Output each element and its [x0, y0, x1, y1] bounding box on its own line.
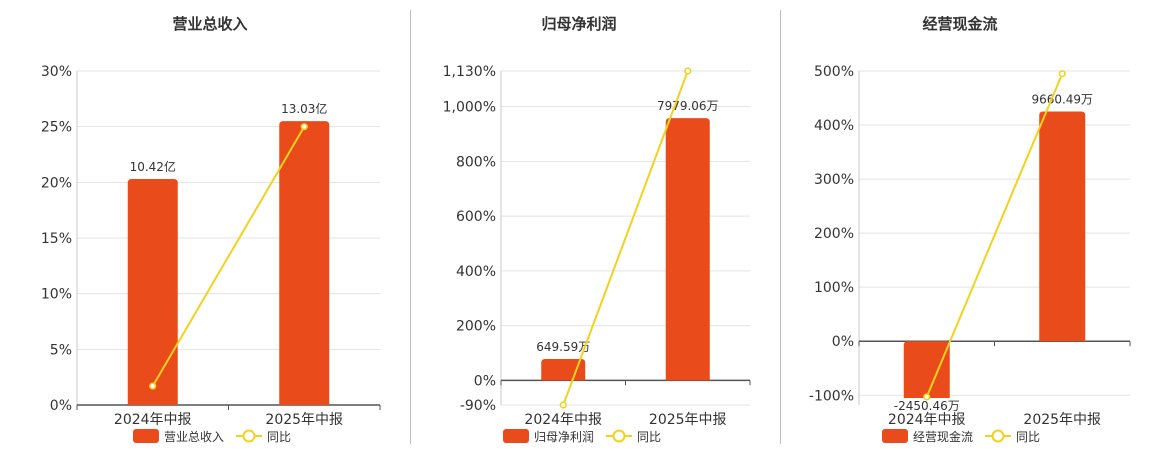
- y-tick-label: 200%: [814, 226, 854, 242]
- data-label: 649.59万: [536, 340, 590, 354]
- legend-bar-swatch: [503, 429, 529, 443]
- yoy-point-2: [300, 123, 308, 131]
- y-tick-label: 5%: [50, 342, 72, 358]
- yoy-line: [925, 73, 1064, 398]
- cash-flow-chart: 经营现金流 -100% 0% 100% 200% 300% 400% 500% -2450.46…: [809, 15, 1131, 444]
- yoy-point-1: [559, 401, 567, 409]
- y-tick-label: 400%: [456, 264, 496, 280]
- cash-flow-chart-title: 经营现金流: [922, 15, 997, 33]
- bar-2: [279, 121, 330, 405]
- legend-bar-label: 归母净利润: [534, 430, 594, 444]
- panel-divider: [410, 10, 411, 444]
- yoy-point-1: [149, 382, 157, 390]
- legend-bar-swatch: [133, 429, 159, 443]
- y-tick-label: 15%: [41, 231, 72, 247]
- x-tick-label: 2025年中报: [1023, 412, 1101, 428]
- net-profit-chart-panel: 归母净利润 -90% 0% 200% 400% 600% 800% 1,000% 1,130% 6…: [411, 0, 780, 450]
- y-tick-label: -90%: [460, 398, 496, 414]
- bar-1: [127, 178, 178, 405]
- x-tick-label: 2024年中报: [524, 412, 602, 428]
- x-tick-label: 2024年中报: [888, 412, 966, 428]
- legend-line-label: 同比: [1016, 430, 1040, 444]
- yoy-point-2: [684, 67, 692, 75]
- y-tick-label: 1,000%: [443, 100, 496, 116]
- yoy-line: [151, 126, 306, 387]
- x-tick-label: 2025年中报: [649, 412, 727, 428]
- data-label: -2450.46万: [894, 399, 960, 413]
- y-tick-label: 1,130%: [443, 64, 496, 80]
- revenue-chart-title: 营业总收入: [172, 15, 247, 33]
- y-tick-label: 200%: [456, 319, 496, 335]
- y-tick-label: 25%: [41, 120, 72, 136]
- y-tick-label: 600%: [456, 209, 496, 225]
- y-tick-label: 400%: [814, 118, 854, 134]
- panel-divider: [780, 10, 781, 444]
- yoy-point-1: [923, 393, 931, 401]
- legend-bar-swatch: [882, 429, 908, 443]
- legend-line-marker: [242, 429, 256, 443]
- yoy-line: [562, 70, 689, 406]
- y-tick-label: 20%: [41, 175, 72, 191]
- legend-line-label: 同比: [267, 430, 291, 444]
- y-tick-label: 0%: [832, 334, 854, 350]
- x-tick-label: 2024年中报: [114, 412, 192, 428]
- bar-1: [903, 341, 950, 398]
- y-tick-label: 300%: [814, 172, 854, 188]
- revenue-chart-panel: 营业总收入 0% 5% 10% 15% 20% 25% 30% 10.42亿 13.03亿 2024…: [0, 0, 410, 450]
- cash-flow-chart-panel: 经营现金流 -100% 0% 100% 200% 300% 400% 500% -2450.46…: [781, 0, 1160, 450]
- legend-line-marker: [991, 429, 1005, 443]
- data-label: 13.03亿: [281, 101, 327, 116]
- net-profit-chart-title: 归母净利润: [541, 15, 616, 33]
- legend-line-marker: [612, 429, 626, 443]
- net-profit-chart: 归母净利润 -90% 0% 200% 400% 600% 800% 1,000% 1,130% 6…: [443, 15, 751, 444]
- y-tick-label: 100%: [814, 280, 854, 296]
- y-tick-label: 10%: [41, 287, 72, 303]
- revenue-chart: 营业总收入 0% 5% 10% 15% 20% 25% 30% 10.42亿 13.03亿 2024…: [41, 15, 381, 444]
- legend-bar-label: 营业总收入: [164, 430, 224, 444]
- y-tick-label: 0%: [474, 373, 496, 389]
- yoy-point-2: [1058, 70, 1066, 78]
- y-tick-label: -100%: [809, 388, 854, 404]
- data-label: 9660.49万: [1031, 93, 1093, 107]
- y-tick-label: 0%: [50, 398, 72, 414]
- legend-bar-label: 经营现金流: [913, 429, 973, 444]
- y-tick-label: 500%: [814, 64, 854, 80]
- y-tick-label: 800%: [456, 154, 496, 170]
- data-label: 10.42亿: [130, 159, 176, 174]
- x-tick-label: 2025年中报: [265, 412, 343, 428]
- bar-2: [665, 118, 710, 381]
- data-label: 7979.06万: [657, 99, 719, 113]
- legend-line-label: 同比: [637, 430, 661, 444]
- bar-2: [1039, 111, 1086, 342]
- y-tick-label: 30%: [41, 64, 72, 80]
